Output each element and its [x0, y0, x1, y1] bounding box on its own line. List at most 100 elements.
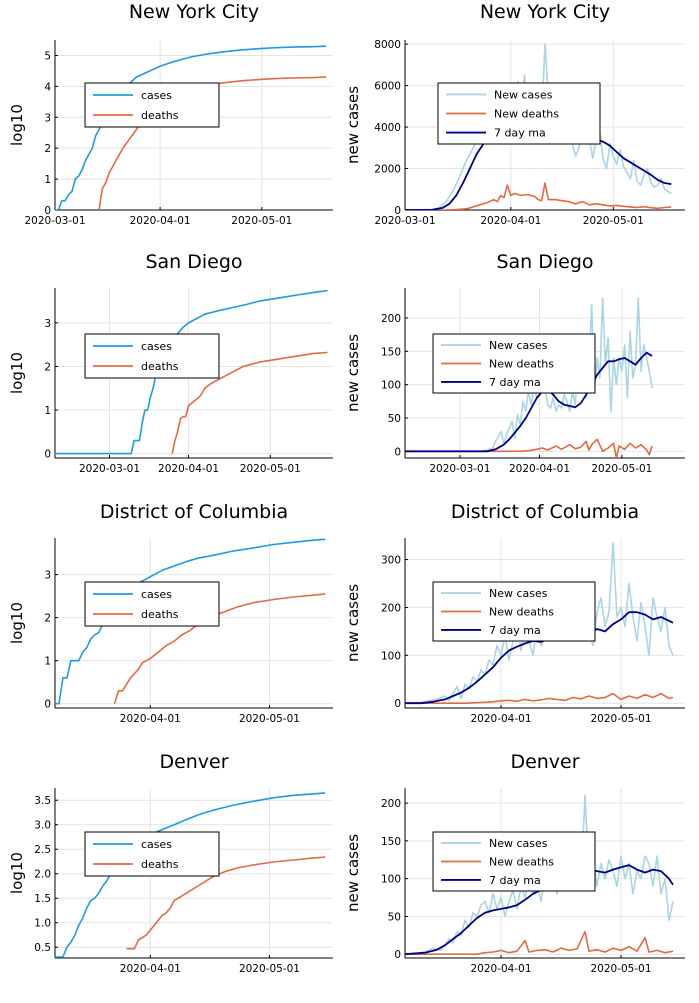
series-line: [405, 930, 674, 955]
legend-box: [84, 333, 220, 379]
y-axis-label: new cases: [344, 86, 362, 164]
series-line: [405, 182, 672, 210]
x-tick-label: 2020-04-01: [130, 215, 191, 227]
legend-entry: deaths: [141, 109, 179, 122]
y-tick-label: 2.5: [34, 844, 51, 856]
series-line: [405, 692, 674, 704]
series-line: [126, 856, 326, 950]
y-axis-label: log10: [8, 852, 26, 894]
legend-entry: deaths: [141, 360, 179, 373]
x-tick-label: 2020-03-01: [374, 215, 435, 227]
y-tick-label: 100: [381, 380, 401, 392]
y-tick-label: 0: [44, 205, 51, 217]
x-tick-label: 2020-04-01: [509, 463, 570, 475]
legend: New cases New deaths 7 day ma: [432, 581, 596, 642]
legend-box: [84, 82, 220, 128]
legend-entry: New deaths: [494, 108, 559, 121]
series-line: [405, 351, 653, 453]
series-line: [405, 297, 653, 453]
y-tick-label: 4: [44, 81, 51, 93]
y-axis-label: log10: [8, 602, 26, 644]
y-tick-label: 200: [381, 313, 401, 325]
chart-title: Denver: [159, 751, 228, 773]
x-tick-label: 2020-03-01: [79, 463, 140, 475]
y-tick-label: 50: [388, 413, 401, 425]
legend-entry: 7 day ma: [489, 874, 541, 887]
y-tick-label: 150: [381, 836, 401, 848]
legend: New cases New deaths 7 day ma: [437, 82, 601, 145]
y-tick-label: 150: [381, 346, 401, 358]
legend-entry: New cases: [489, 587, 548, 600]
legend: New cases New deaths 7 day ma: [432, 333, 596, 394]
y-tick-label: 1: [44, 405, 51, 417]
chart-title: New York City: [480, 1, 610, 23]
chart-panel: 0 1 2 3 2020-03-01 2020-04-01 2020-05-01 San Di…: [8, 251, 333, 475]
y-tick-label: 3: [44, 318, 51, 330]
series-line: [171, 351, 328, 454]
series-line: [55, 45, 327, 210]
chart-panel: 0 50 100 150 200 2020-03-01 2020-04-01 2020-05-…: [344, 251, 685, 475]
legend-entry: deaths: [141, 608, 179, 621]
x-tick-label: 2020-04-01: [470, 713, 531, 725]
y-tick-label: 2: [44, 143, 51, 155]
legend-entry: cases: [141, 340, 172, 353]
x-tick-label: 2020-04-01: [120, 713, 181, 725]
chart-title: District of Columbia: [451, 501, 639, 523]
legend-entry: deaths: [141, 858, 179, 871]
x-tick-label: 2020-05-01: [231, 215, 292, 227]
y-tick-label: 1.0: [34, 918, 51, 930]
legend-entry: New deaths: [489, 358, 554, 371]
x-tick-label: 2020-05-01: [590, 963, 651, 975]
legend-box: [84, 581, 220, 627]
x-tick-label: 2020-04-01: [158, 463, 219, 475]
y-tick-label: 1: [44, 656, 51, 668]
chart-panel: 0 50 100 150 200 2020-04-01 2020-05-01 Denver ne…: [344, 751, 685, 975]
legend-entry: 7 day ma: [494, 127, 546, 140]
legend: cases deaths: [84, 581, 220, 627]
legend: cases deaths: [84, 333, 220, 379]
chart-panel: 0 1 2 3 2020-04-01 2020-05-01 District of Colu…: [8, 501, 333, 725]
y-axis-label: new cases: [344, 834, 362, 912]
y-axis-label: new cases: [344, 334, 362, 412]
y-tick-label: 200: [381, 602, 401, 614]
x-tick-label: 2020-05-01: [583, 215, 644, 227]
y-tick-label: 2.0: [34, 869, 51, 881]
y-tick-label: 2: [44, 361, 51, 373]
y-tick-label: 100: [381, 874, 401, 886]
legend: cases deaths: [84, 82, 220, 128]
chart-title: New York City: [129, 1, 259, 23]
chart-title: San Diego: [496, 251, 593, 273]
chart-title: Denver: [510, 751, 579, 773]
y-tick-label: 100: [381, 650, 401, 662]
y-tick-label: 0: [394, 446, 401, 458]
y-tick-label: 3: [44, 112, 51, 124]
legend-entry: 7 day ma: [489, 376, 541, 389]
chart-title: San Diego: [145, 251, 242, 273]
legend-entry: New deaths: [489, 856, 554, 869]
y-tick-label: 5: [44, 50, 51, 62]
x-tick-label: 2020-04-01: [470, 963, 531, 975]
y-tick-label: 300: [381, 555, 401, 567]
y-axis-label: log10: [8, 104, 26, 146]
y-tick-label: 0: [394, 205, 401, 217]
y-tick-label: 0.5: [34, 942, 51, 954]
y-tick-label: 3: [44, 570, 51, 582]
chart-panel: 0.5 1.0 1.5 2.0 2.5 3.0 3.5 2020-04-01 2020-05-0…: [8, 751, 333, 975]
legend-entry: cases: [141, 588, 172, 601]
legend-entry: 7 day ma: [489, 624, 541, 637]
x-tick-label: 2020-05-01: [591, 463, 652, 475]
x-tick-label: 2020-05-01: [239, 713, 300, 725]
x-tick-label: 2020-04-01: [480, 215, 541, 227]
legend-entry: New deaths: [489, 606, 554, 619]
y-tick-label: 3.0: [34, 820, 51, 832]
y-tick-label: 0: [394, 698, 401, 710]
legend: New cases New deaths 7 day ma: [432, 831, 596, 892]
y-tick-label: 1.5: [34, 893, 51, 905]
x-tick-label: 2020-05-01: [590, 713, 651, 725]
y-axis-label: new cases: [344, 584, 362, 662]
series-line: [113, 593, 326, 704]
x-tick-label: 2020-03-01: [429, 463, 490, 475]
chart-panel: 0 1 2 3 4 5 2020-03-01 2020-04-01 2020-05-01 New …: [8, 1, 333, 227]
